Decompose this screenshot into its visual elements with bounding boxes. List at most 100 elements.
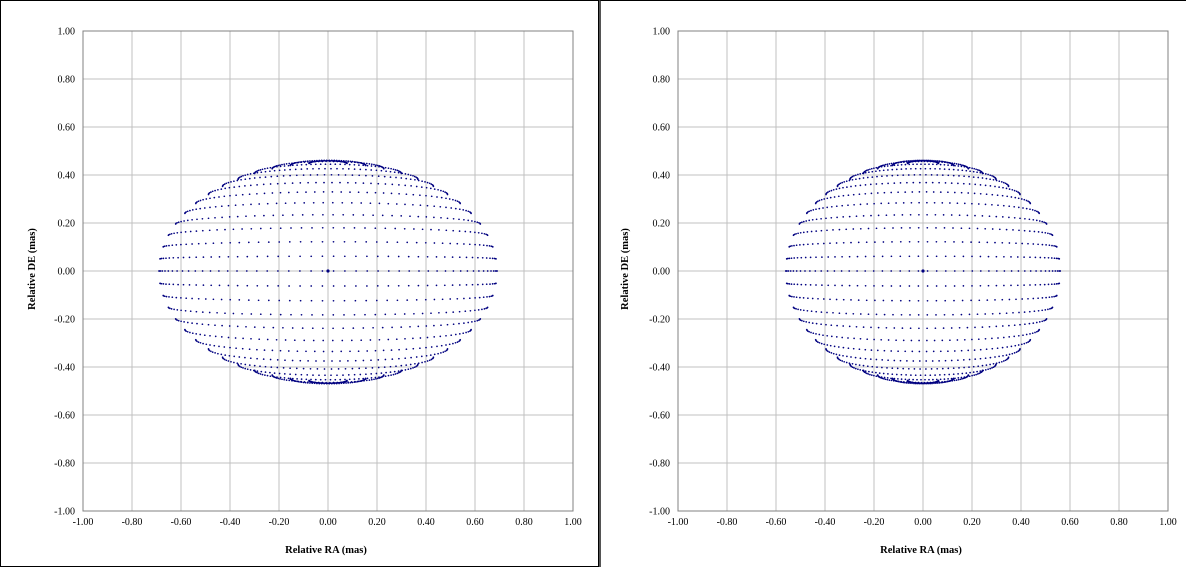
data-point — [377, 366, 380, 369]
data-point — [974, 183, 977, 186]
data-point — [1013, 205, 1016, 208]
data-point — [1007, 356, 1010, 359]
data-point — [207, 217, 210, 220]
data-point — [936, 382, 939, 384]
data-point — [847, 194, 850, 197]
data-point — [808, 210, 811, 213]
data-point — [427, 270, 430, 272]
data-point — [246, 284, 249, 287]
data-point — [433, 336, 436, 338]
data-point — [943, 168, 946, 170]
data-point — [815, 201, 818, 203]
data-point — [214, 335, 217, 338]
data-point — [234, 337, 237, 339]
data-point — [963, 366, 965, 369]
data-point — [1002, 204, 1005, 207]
data-point — [217, 352, 219, 355]
x-tick-label: -1.00 — [73, 517, 94, 528]
data-point — [220, 298, 223, 301]
data-point — [880, 338, 883, 341]
data-point — [253, 326, 256, 328]
data-point — [878, 372, 881, 374]
data-point — [1047, 283, 1050, 286]
data-point — [829, 242, 831, 245]
data-point — [989, 367, 992, 370]
data-point — [332, 327, 334, 330]
data-point — [311, 327, 314, 330]
data-point — [929, 167, 932, 170]
data-point — [893, 327, 896, 329]
y-tick-label: 0.60 — [653, 123, 671, 134]
data-point — [900, 163, 903, 166]
data-point — [316, 368, 319, 370]
data-point — [817, 297, 819, 300]
data-point — [796, 283, 799, 286]
data-point — [853, 337, 855, 340]
data-point — [168, 244, 170, 247]
data-point — [376, 255, 379, 258]
data-point — [359, 373, 362, 376]
data-point — [201, 323, 204, 326]
data-point — [413, 366, 416, 369]
data-point — [808, 330, 811, 333]
data-point — [248, 193, 251, 196]
data-points-right — [784, 159, 1062, 385]
data-point — [426, 336, 429, 339]
data-point — [885, 326, 888, 329]
data-point — [279, 191, 282, 194]
data-point — [935, 240, 938, 243]
data-point — [245, 215, 247, 218]
data-point — [289, 373, 291, 376]
data-point — [294, 168, 297, 171]
data-point — [932, 191, 935, 193]
data-point — [1059, 270, 1062, 272]
data-point — [795, 308, 797, 310]
data-point — [336, 374, 338, 377]
data-point — [221, 324, 223, 327]
data-point — [887, 182, 889, 185]
data-point — [818, 341, 821, 344]
x-tick-label: -0.40 — [815, 517, 836, 528]
data-point — [1017, 197, 1020, 200]
data-point — [369, 339, 372, 341]
data-point — [1025, 199, 1028, 202]
data-point — [895, 339, 897, 342]
data-point — [893, 377, 896, 380]
data-point — [301, 214, 304, 216]
data-point — [873, 202, 875, 205]
x-tick-label: -0.20 — [864, 517, 885, 528]
data-point — [263, 192, 266, 195]
data-point — [362, 182, 365, 184]
data-point — [415, 299, 418, 301]
data-point — [864, 184, 867, 186]
data-point — [841, 360, 844, 362]
data-point — [952, 367, 955, 370]
data-point — [984, 337, 987, 340]
data-point — [417, 178, 419, 181]
data-point — [214, 216, 216, 219]
data-point — [397, 255, 400, 258]
data-point — [804, 256, 807, 259]
data-point — [374, 349, 377, 352]
data-point — [961, 299, 964, 302]
data-point — [890, 379, 893, 382]
data-point — [236, 325, 239, 328]
data-point — [433, 242, 436, 244]
data-point — [452, 270, 455, 272]
data-point — [247, 241, 250, 244]
data-point — [833, 345, 836, 348]
data-point — [1035, 210, 1038, 213]
data-point — [815, 333, 817, 335]
data-point — [1008, 324, 1010, 327]
data-point — [975, 168, 977, 171]
data-point — [324, 163, 327, 166]
data-point — [838, 358, 841, 361]
data-point — [908, 163, 911, 166]
data-point — [976, 169, 979, 171]
data-point — [938, 181, 940, 184]
data-point — [299, 161, 301, 163]
data-point — [805, 220, 808, 222]
data-point — [968, 227, 971, 230]
data-point — [1015, 298, 1017, 301]
data-point — [277, 255, 280, 258]
